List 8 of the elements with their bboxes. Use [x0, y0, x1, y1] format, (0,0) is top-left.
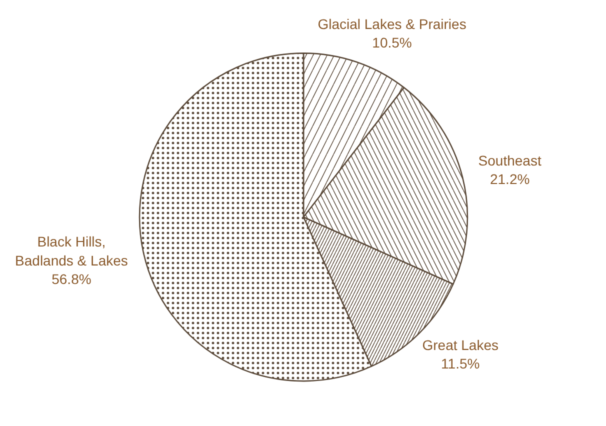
data-label: 56.8%	[52, 270, 92, 287]
slice-label: Black Hills, Badlands & Lakes	[15, 234, 128, 268]
data-label: 21.2%	[490, 171, 530, 188]
slice-label: Great Lakes	[422, 336, 498, 353]
slice-label: Glacial Lakes & Prairies	[318, 16, 466, 32]
slice-label: Southeast	[478, 152, 542, 169]
data-label: 10.5%	[372, 34, 412, 51]
data-label: 11.5%	[441, 355, 480, 372]
